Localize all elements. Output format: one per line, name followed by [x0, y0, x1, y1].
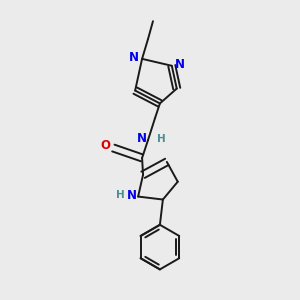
Text: N: N: [175, 58, 185, 71]
Text: N: N: [127, 189, 136, 202]
Text: H: H: [157, 134, 166, 144]
Text: O: O: [100, 139, 110, 152]
Text: N: N: [136, 132, 146, 145]
Text: H: H: [116, 190, 125, 200]
Text: N: N: [129, 51, 139, 64]
